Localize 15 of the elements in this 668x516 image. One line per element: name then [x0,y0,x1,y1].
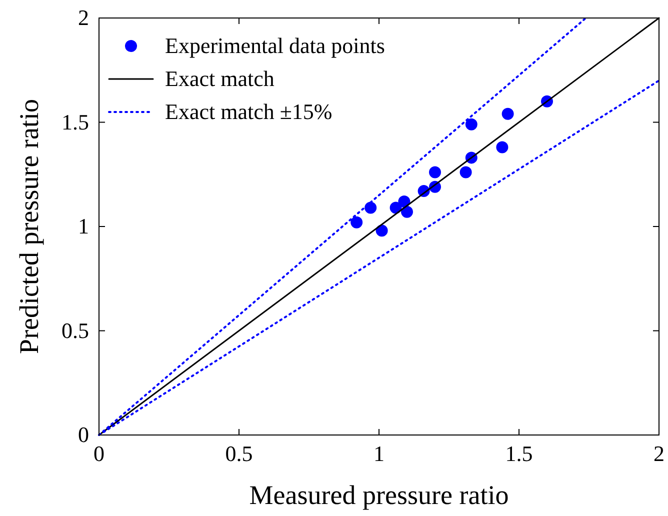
y-tick-label: 1 [78,214,89,238]
x-tick-label: 1.5 [505,441,533,466]
x-tick-label: 0.5 [225,441,253,466]
y-tick-label: 1.5 [62,109,89,134]
legend-label: Experimental data points [165,33,385,58]
y-tick-label: 0 [78,422,89,447]
x-tick-label: 0 [94,441,104,466]
legend-label: Exact match ±15% [165,99,332,124]
x-tick-label: 2 [654,441,664,466]
y-tick-label: 2 [78,5,89,30]
x-tick-label: 1 [374,441,384,466]
y-tick-label: 0.5 [62,318,89,343]
x-axis-title: Measured pressure ratio [249,480,509,510]
y-axis-title: Predicted pressure ratio [14,99,44,354]
legend-label: Exact match [165,66,274,91]
